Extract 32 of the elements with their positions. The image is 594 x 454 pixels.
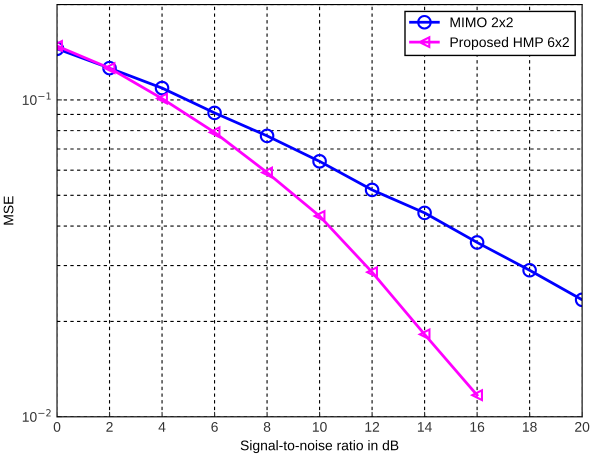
x-tick-label: 10	[312, 422, 327, 432]
x-tick-label: 12	[365, 422, 380, 432]
point	[471, 389, 484, 402]
point	[418, 328, 430, 340]
point	[314, 210, 326, 222]
x-axis-title: Signal-to-noise ratio in dB	[240, 440, 398, 454]
point	[261, 166, 273, 178]
point	[156, 92, 168, 104]
y-tick-label: 10$^{−1}$	[22, 92, 51, 105]
point	[366, 266, 378, 278]
point	[312, 154, 327, 169]
x-tick-label: 8	[264, 422, 270, 432]
x-tick-label: 18	[522, 422, 537, 432]
x-tick-label: 0	[54, 422, 60, 432]
point	[364, 182, 380, 198]
point	[417, 206, 432, 220]
point	[154, 80, 170, 96]
x-tick-label: 20	[575, 422, 590, 432]
x-tick-label: 4	[158, 422, 166, 432]
legend-label: Proposed HMP 6x2	[450, 36, 569, 50]
x-tick-label: 2	[106, 422, 113, 432]
point	[260, 128, 274, 144]
y-tick-label: 10$^{−2}$	[22, 409, 51, 422]
y-axis-title: MSE	[4, 196, 14, 225]
point	[207, 106, 222, 120]
point	[470, 235, 484, 250]
point	[522, 262, 537, 278]
point	[208, 126, 220, 138]
x-tick-label: 16	[470, 422, 484, 432]
legend-label: MIMO 2x2	[450, 17, 513, 28]
x-tick-label: 6	[211, 422, 218, 432]
x-tick-label: 14	[418, 422, 432, 432]
